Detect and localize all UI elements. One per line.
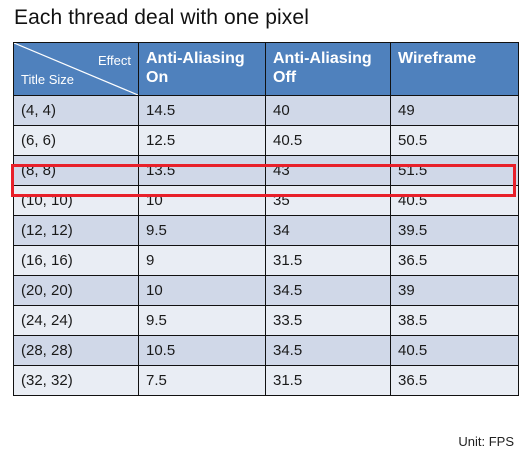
column-header-wireframe: Wireframe	[390, 42, 519, 96]
aa-on-cell: 9	[138, 245, 266, 276]
aa-off-cell: 40	[265, 95, 391, 126]
wireframe-cell: 39.5	[390, 215, 519, 246]
aa-on-cell: 14.5	[138, 95, 266, 126]
title-size-cell: (24, 24)	[13, 305, 139, 336]
column-header-aa-off: Anti-Aliasing Off	[265, 42, 391, 96]
wireframe-cell: 38.5	[390, 305, 519, 336]
wireframe-cell: 50.5	[390, 125, 519, 156]
aa-off-cell: 43	[265, 155, 391, 186]
title-size-cell: (6, 6)	[13, 125, 139, 156]
wireframe-cell: 39	[390, 275, 519, 306]
fps-table: Effect Title Size Anti-Aliasing On Anti-…	[13, 42, 519, 396]
aa-on-cell: 9.5	[138, 305, 266, 336]
title-size-cell: (16, 16)	[13, 245, 139, 276]
unit-label: Unit: FPS	[458, 434, 514, 449]
table-row: (32, 32) 7.5 31.5 36.5	[13, 365, 519, 396]
title-size-cell: (8, 8)	[13, 155, 139, 186]
aa-on-cell: 10.5	[138, 335, 266, 366]
table-header-row: Effect Title Size Anti-Aliasing On Anti-…	[13, 42, 519, 96]
table-row-highlighted: (8, 8) 13.5 43 51.5	[13, 155, 519, 186]
aa-off-cell: 34.5	[265, 335, 391, 366]
corner-header-cell: Effect Title Size	[13, 42, 139, 96]
aa-on-cell: 7.5	[138, 365, 266, 396]
table-row: (4, 4) 14.5 40 49	[13, 95, 519, 126]
wireframe-cell: 36.5	[390, 245, 519, 276]
aa-on-cell: 9.5	[138, 215, 266, 246]
aa-on-cell: 10	[138, 185, 266, 216]
wireframe-cell: 49	[390, 95, 519, 126]
table-row: (16, 16) 9 31.5 36.5	[13, 245, 519, 276]
diagonal-divider	[14, 43, 138, 95]
aa-off-cell: 33.5	[265, 305, 391, 336]
aa-on-cell: 13.5	[138, 155, 266, 186]
aa-off-cell: 34.5	[265, 275, 391, 306]
wireframe-cell: 51.5	[390, 155, 519, 186]
table-row: (28, 28) 10.5 34.5 40.5	[13, 335, 519, 366]
table-row: (20, 20) 10 34.5 39	[13, 275, 519, 306]
title-size-cell: (4, 4)	[13, 95, 139, 126]
table-row: (12, 12) 9.5 34 39.5	[13, 215, 519, 246]
aa-on-cell: 10	[138, 275, 266, 306]
aa-off-cell: 35	[265, 185, 391, 216]
corner-size-label: Title Size	[21, 72, 74, 87]
wireframe-cell: 40.5	[390, 335, 519, 366]
aa-off-cell: 40.5	[265, 125, 391, 156]
table-row: (24, 24) 9.5 33.5 38.5	[13, 305, 519, 336]
table-body: (4, 4) 14.5 40 49 (6, 6) 12.5 40.5 50.5 (8, 8) 13…	[13, 95, 519, 396]
wireframe-cell: 36.5	[390, 365, 519, 396]
title-size-cell: (20, 20)	[13, 275, 139, 306]
table-row: (6, 6) 12.5 40.5 50.5	[13, 125, 519, 156]
slide-title: Each thread deal with one pixel	[14, 6, 309, 29]
title-size-cell: (12, 12)	[13, 215, 139, 246]
column-header-aa-on: Anti-Aliasing On	[138, 42, 266, 96]
corner-effect-label: Effect	[97, 53, 131, 68]
aa-on-cell: 12.5	[138, 125, 266, 156]
title-size-cell: (10, 10)	[13, 185, 139, 216]
aa-off-cell: 34	[265, 215, 391, 246]
title-size-cell: (28, 28)	[13, 335, 139, 366]
title-size-cell: (32, 32)	[13, 365, 139, 396]
aa-off-cell: 31.5	[265, 245, 391, 276]
wireframe-cell: 40.5	[390, 185, 519, 216]
table-row: (10, 10) 10 35 40.5	[13, 185, 519, 216]
aa-off-cell: 31.5	[265, 365, 391, 396]
